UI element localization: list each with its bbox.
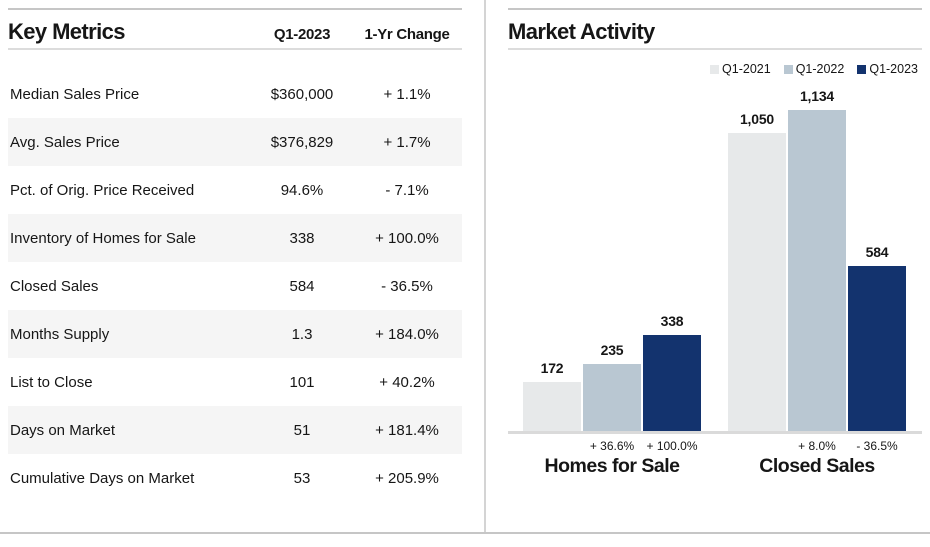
bar-value-label: 338 — [660, 313, 684, 329]
top-rule — [508, 8, 922, 10]
column-header-1yr-change: 1-Yr Change — [364, 25, 450, 43]
column-header-q1-2023: Q1-2023 — [273, 25, 331, 43]
table-row: Months Supply 1.3 + 184.0% — [8, 310, 462, 358]
table-row: Median Sales Price $360,000 + 1.1% — [8, 70, 462, 118]
metric-change: + 1.7% — [383, 133, 431, 151]
metric-value: $376,829 — [270, 133, 334, 151]
pct-change-label: + 8.0% — [798, 439, 836, 453]
key-metrics-title: Key Metrics — [8, 19, 126, 44]
metric-label: Inventory of Homes for Sale — [10, 229, 196, 247]
category-label-homes-for-sale: Homes for Sale — [544, 455, 680, 477]
legend-item-q1-2022: Q1-2022 — [783, 62, 845, 76]
legend-swatch-icon — [710, 64, 720, 74]
metric-label: Closed Sales — [10, 277, 99, 295]
metric-label: Cumulative Days on Market — [10, 469, 195, 487]
pct-change-label: + 36.6% — [589, 439, 635, 453]
bar-q1-2022-closed-sales — [788, 110, 846, 431]
metric-value: 101 — [289, 373, 315, 391]
table-row: Cumulative Days on Market 53 + 205.9% — [8, 454, 462, 502]
metric-change: + 100.0% — [375, 229, 439, 247]
bar-group-homes-for-sale: 172 235 338 — [523, 80, 701, 431]
top-rule — [8, 8, 462, 10]
chart-legend: Q1-2021 Q1-2022 Q1-2023 — [710, 62, 918, 76]
metric-label: Median Sales Price — [10, 85, 140, 103]
market-activity-title: Market Activity — [508, 19, 655, 44]
metric-label: Months Supply — [10, 325, 110, 343]
legend-swatch-icon — [857, 64, 867, 74]
bar-q1-2021-homes-for-sale — [523, 382, 581, 431]
metric-change: + 181.4% — [375, 421, 439, 439]
metric-change: + 1.1% — [383, 85, 431, 103]
metric-value: 51 — [293, 421, 311, 439]
table-row: Closed Sales 584 - 36.5% — [8, 262, 462, 310]
legend-item-q1-2023: Q1-2023 — [857, 62, 918, 76]
bar-group-closed-sales: 1,050 1,134 584 — [728, 80, 906, 431]
metric-value: 94.6% — [280, 181, 324, 199]
metric-change: + 184.0% — [375, 325, 439, 343]
bottom-rule — [0, 532, 930, 534]
key-metrics-table: Median Sales Price $360,000 + 1.1% Avg. … — [8, 70, 462, 502]
table-row: List to Close 101 + 40.2% — [8, 358, 462, 406]
legend-label: Q1-2021 — [722, 62, 771, 76]
legend-swatch-icon — [783, 64, 793, 74]
bar-value-label: 1,050 — [739, 111, 775, 127]
x-axis-line — [508, 431, 922, 434]
metric-change: + 205.9% — [375, 469, 439, 487]
bar-value-label: 235 — [600, 342, 624, 358]
bar-q1-2023-homes-for-sale — [643, 335, 701, 431]
table-row: Pct. of Orig. Price Received 94.6% - 7.1… — [8, 166, 462, 214]
market-activity-chart: 172 235 338 1,050 1,134 584 — [508, 80, 922, 434]
table-row: Days on Market 51 + 181.4% — [8, 406, 462, 454]
bar-value-label: 584 — [865, 244, 889, 260]
legend-label: Q1-2023 — [869, 62, 918, 76]
metric-value: 338 — [289, 229, 315, 247]
bar-value-label: 172 — [540, 360, 564, 376]
market-activity-panel: Market Activity Q1-2021 Q1-2022 Q1-2023 … — [508, 0, 922, 533]
metric-label: Days on Market — [10, 421, 116, 439]
market-activity-title-wrap: Market Activity — [508, 10, 655, 48]
metric-change: - 7.1% — [385, 181, 429, 199]
metric-change: + 40.2% — [379, 373, 435, 391]
key-metrics-table-header: Key Metrics Q1-2023 1-Yr Change — [8, 10, 462, 48]
bar-q1-2021-closed-sales — [728, 133, 786, 431]
metric-label: List to Close — [10, 373, 93, 391]
header-rule — [8, 48, 462, 50]
category-label-closed-sales: Closed Sales — [759, 455, 875, 477]
legend-item-q1-2021: Q1-2021 — [710, 62, 771, 76]
metric-value: 1.3 — [291, 325, 313, 343]
panel-divider — [484, 0, 486, 533]
pct-change-label: + 100.0% — [646, 439, 698, 453]
pct-change-label: - 36.5% — [856, 439, 898, 453]
bar-q1-2023-closed-sales — [848, 266, 906, 431]
metric-value: 53 — [293, 469, 311, 487]
table-row: Avg. Sales Price $376,829 + 1.7% — [8, 118, 462, 166]
metric-label: Pct. of Orig. Price Received — [10, 181, 195, 199]
bar-q1-2022-homes-for-sale — [583, 364, 641, 431]
legend-label: Q1-2022 — [795, 62, 845, 76]
metric-value: 584 — [289, 277, 315, 295]
key-metrics-panel: Key Metrics Q1-2023 1-Yr Change Median S… — [8, 0, 462, 533]
header-rule — [508, 48, 922, 50]
metric-value: $360,000 — [270, 85, 334, 103]
table-row: Inventory of Homes for Sale 338 + 100.0% — [8, 214, 462, 262]
metric-change: - 36.5% — [381, 277, 433, 295]
metric-label: Avg. Sales Price — [10, 133, 120, 151]
bar-value-label: 1,134 — [799, 88, 835, 104]
